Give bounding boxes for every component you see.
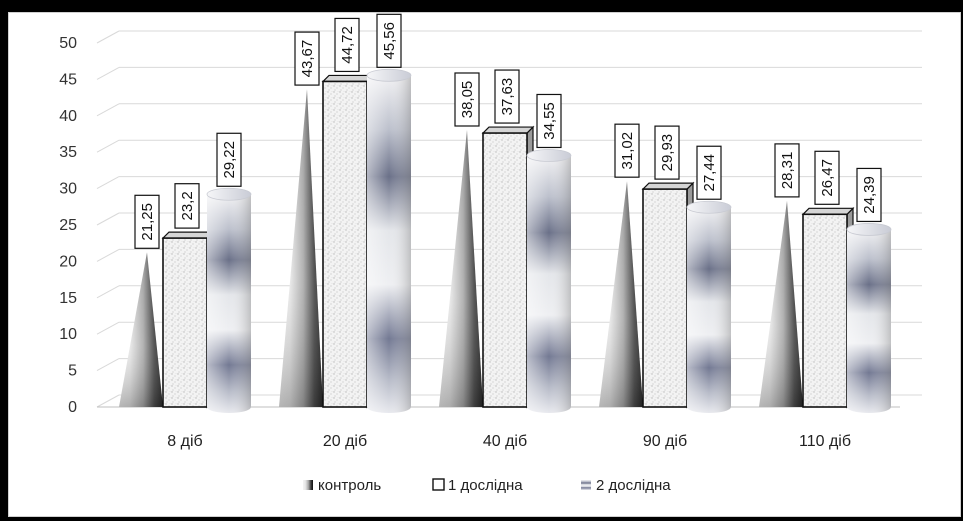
y-tick-label: 45 bbox=[59, 71, 77, 88]
bar-cone bbox=[759, 200, 803, 407]
legend-item: контроль bbox=[303, 477, 381, 494]
data-label: 27,44 bbox=[696, 145, 722, 200]
legend-swatch-box bbox=[432, 478, 445, 491]
svg-text:23,2: 23,2 bbox=[179, 191, 196, 220]
gridline-slant bbox=[96, 103, 120, 117]
bar-box bbox=[161, 230, 215, 409]
y-tick-label: 5 bbox=[68, 363, 77, 380]
x-tick-label: 40 діб bbox=[483, 433, 527, 450]
y-tick-label: 50 bbox=[59, 35, 77, 52]
gridline-slant bbox=[96, 358, 120, 372]
data-label: 34,55 bbox=[536, 93, 562, 149]
svg-text:27,44: 27,44 bbox=[701, 154, 718, 192]
bar-cone bbox=[439, 129, 483, 407]
legend-swatch-cone bbox=[303, 480, 313, 490]
svg-text:24,39: 24,39 bbox=[861, 176, 878, 214]
svg-text:29,22: 29,22 bbox=[221, 141, 238, 179]
bar-cylinder bbox=[846, 223, 892, 413]
gridline-slant bbox=[96, 321, 120, 335]
x-tick-label: 8 діб bbox=[167, 433, 202, 450]
data-label: 38,05 bbox=[454, 72, 480, 127]
data-label: 21,25 bbox=[134, 194, 160, 249]
data-label: 43,67 bbox=[294, 31, 320, 86]
data-label: 44,72 bbox=[334, 17, 360, 73]
gridline-slant bbox=[96, 212, 120, 226]
x-tick-label: 20 діб bbox=[323, 433, 367, 450]
legend-label: 2 дослідна bbox=[596, 477, 671, 494]
bar-cone bbox=[279, 89, 323, 407]
data-label: 37,63 bbox=[494, 69, 520, 124]
svg-text:43,67: 43,67 bbox=[299, 40, 316, 78]
svg-text:28,31: 28,31 bbox=[779, 152, 796, 190]
data-label: 26,47 bbox=[814, 150, 840, 205]
svg-text:29,93: 29,93 bbox=[659, 134, 676, 172]
gridline-slant bbox=[96, 248, 120, 262]
data-label: 23,2 bbox=[174, 183, 200, 229]
gridline-slant bbox=[96, 285, 120, 299]
y-tick-label: 40 bbox=[59, 108, 77, 125]
bar-cylinder bbox=[686, 200, 732, 413]
y-tick-label: 25 bbox=[59, 217, 77, 234]
bars bbox=[119, 68, 892, 414]
legend-item: 2 дослідна bbox=[581, 477, 671, 494]
data-label: 29,93 bbox=[654, 125, 680, 180]
svg-text:21,25: 21,25 bbox=[139, 203, 156, 241]
svg-text:45,56: 45,56 bbox=[381, 22, 398, 60]
data-label: 45,56 bbox=[376, 13, 402, 68]
y-tick-label: 20 bbox=[59, 253, 77, 270]
svg-text:31,02: 31,02 bbox=[619, 132, 636, 170]
gridline-slant bbox=[96, 66, 120, 80]
x-tick-label: 110 діб bbox=[799, 433, 851, 450]
legend: контроль 1 дослідна 2 дослідна bbox=[303, 477, 671, 494]
svg-text:37,63: 37,63 bbox=[499, 78, 516, 116]
chart-frame: 0 5 10 15 20 25 30 35 40 45 50 8 діб 20 діб 40 діб 90… bbox=[8, 12, 961, 517]
bar-box bbox=[321, 73, 375, 409]
legend-label: 1 дослідна bbox=[448, 477, 523, 494]
y-tick-label: 10 bbox=[59, 326, 77, 343]
svg-text:44,72: 44,72 bbox=[339, 26, 356, 64]
svg-text:34,55: 34,55 bbox=[541, 102, 558, 140]
gridline-slant bbox=[96, 176, 120, 190]
data-label: 31,02 bbox=[614, 123, 640, 178]
svg-text:38,05: 38,05 bbox=[459, 81, 476, 119]
data-label: 28,31 bbox=[774, 143, 800, 198]
bar-box bbox=[481, 125, 535, 409]
gridline-slant bbox=[96, 139, 120, 153]
y-tick-label: 35 bbox=[59, 144, 77, 161]
y-tick-label: 30 bbox=[59, 181, 77, 198]
legend-item: 1 дослідна bbox=[432, 477, 523, 494]
bar-box bbox=[641, 181, 695, 409]
y-tick-label: 15 bbox=[59, 290, 77, 307]
data-labels: 21,25 43,67 38,05 31,02 28,31 23,2 44,72 37,63 2… bbox=[134, 13, 882, 249]
legend-label: контроль bbox=[318, 477, 381, 494]
legend-swatch-cylinder bbox=[581, 480, 591, 490]
bar-box bbox=[801, 206, 855, 409]
bar-cylinder bbox=[366, 68, 412, 414]
x-axis: 8 діб 20 діб 40 діб 90 діб 110 діб bbox=[97, 406, 900, 450]
bar-chart: 0 5 10 15 20 25 30 35 40 45 50 8 діб 20 діб 40 діб 90… bbox=[59, 13, 922, 494]
bar-cylinder bbox=[526, 149, 572, 413]
svg-text:26,47: 26,47 bbox=[819, 159, 836, 197]
bar-cone bbox=[119, 252, 163, 407]
bar-cylinder bbox=[206, 187, 252, 413]
y-axis: 0 5 10 15 20 25 30 35 40 45 50 bbox=[59, 35, 77, 416]
data-label: 24,39 bbox=[856, 167, 882, 223]
x-tick-label: 90 діб bbox=[643, 433, 687, 450]
bar-cone bbox=[599, 181, 643, 407]
gridline-slant bbox=[96, 30, 120, 44]
data-label: 29,22 bbox=[216, 132, 242, 187]
y-tick-label: 0 bbox=[68, 399, 77, 416]
gridline-slant bbox=[96, 394, 120, 408]
